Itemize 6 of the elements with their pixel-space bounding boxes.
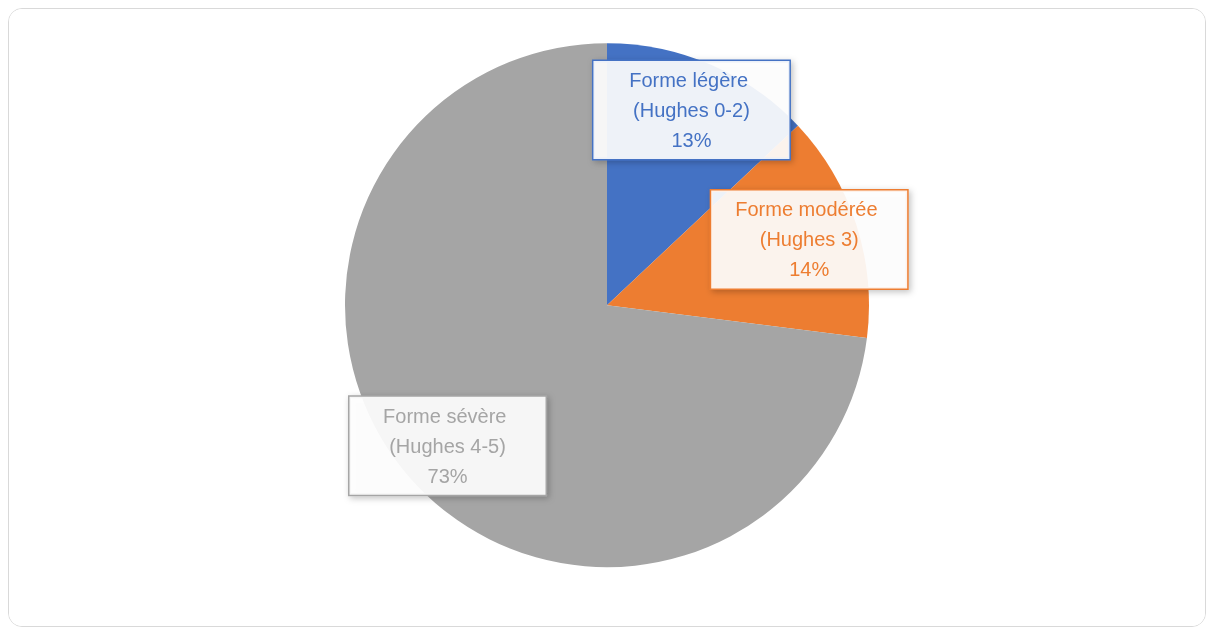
slice-label: Forme légère (Hughes 0-2): [629, 69, 754, 122]
slice-label: Forme modérée (Hughes 3): [735, 198, 884, 251]
data-label: 73%: [427, 464, 468, 487]
data-label: 14%: [789, 258, 830, 281]
slice-label: Forme sévère (Hughes 4-5): [383, 404, 512, 457]
data-label: 13%: [671, 129, 712, 152]
